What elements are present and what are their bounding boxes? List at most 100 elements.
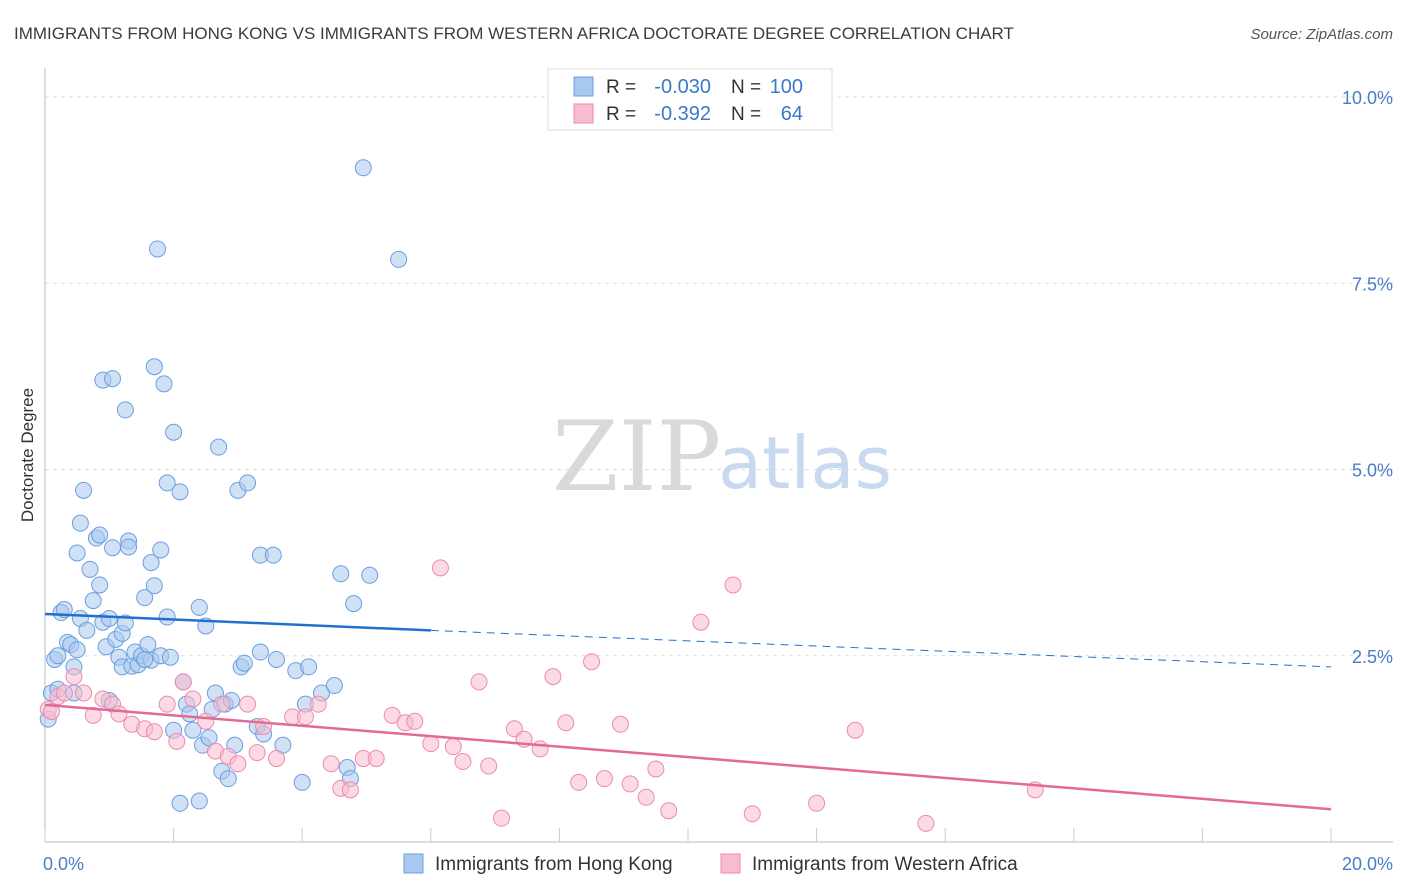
hong-kong-point — [293, 773, 311, 791]
hong-kong-point — [390, 250, 408, 268]
legend-n-label-2: N = — [731, 104, 761, 125]
hong-kong-point — [68, 641, 86, 659]
legend-r-value-1: -0.030 — [654, 76, 711, 98]
legend-swatch-blue — [573, 76, 594, 97]
watermark: ZIP atlas — [552, 401, 892, 513]
hong-kong-point — [264, 546, 282, 564]
legend-r-label-1: R = — [606, 77, 636, 98]
hong-kong-point — [190, 598, 208, 616]
trend-lines — [44, 612, 1332, 811]
western-africa-point — [621, 775, 639, 793]
hong-kong-point — [239, 474, 257, 492]
hong-kong-point — [267, 650, 285, 668]
x-tick-0: 0.0% — [43, 854, 84, 874]
hong-kong-point — [142, 554, 160, 572]
hong-kong-point — [81, 560, 99, 578]
hong-kong-point — [145, 577, 163, 595]
western-africa-point — [55, 684, 73, 702]
hong-kong-point — [120, 538, 138, 556]
y-tick-label: 2.5% — [1352, 647, 1393, 667]
western-africa-point — [692, 613, 710, 631]
hong-kong-point — [91, 526, 109, 544]
western-africa-point — [570, 773, 588, 791]
western-africa-point — [239, 695, 257, 713]
western-africa-point — [145, 723, 163, 741]
western-africa-point — [174, 673, 192, 691]
western-africa-point — [637, 788, 655, 806]
western-africa-point — [184, 690, 202, 708]
hong-kong-point — [91, 576, 109, 594]
western-africa-point — [406, 712, 424, 730]
western-africa-point — [595, 770, 613, 788]
chart-source: Source: ZipAtlas.com — [1250, 26, 1393, 43]
western-africa-point — [213, 695, 231, 713]
series-legend: Immigrants from Hong Kong Immigrants fro… — [403, 853, 1018, 875]
western-africa-point — [84, 706, 102, 724]
legend-r-value-2: -0.392 — [654, 103, 711, 125]
western-africa-point — [431, 559, 449, 577]
series-hong-kong-points — [39, 159, 408, 812]
western-africa-point — [557, 714, 575, 732]
western-africa-point — [322, 755, 340, 773]
x-minor-ticks — [44, 828, 1332, 842]
hong-kong-point — [158, 608, 176, 626]
chart-title: IMMIGRANTS FROM HONG KONG VS IMMIGRANTS … — [14, 24, 1014, 43]
western-africa-point — [660, 802, 678, 820]
western-africa-trend — [44, 703, 1332, 811]
hong-kong-point — [184, 721, 202, 739]
western-africa-point — [505, 720, 523, 738]
hong-kong-point — [84, 592, 102, 610]
hong-kong-point — [235, 654, 253, 672]
hong-kong-point — [78, 621, 96, 639]
legend-n-label-1: N = — [731, 77, 761, 98]
y-tick-labels: 2.5% 5.0% 7.5% 10.0% — [1342, 88, 1393, 667]
hong-kong-point — [49, 647, 67, 665]
hong-kong-point — [75, 481, 93, 499]
western-africa-point — [531, 740, 549, 758]
western-africa-point — [493, 809, 511, 827]
series-legend-label-western-africa: Immigrants from Western Africa — [752, 854, 1018, 875]
watermark-atlas: atlas — [718, 421, 892, 505]
western-africa-point — [917, 814, 935, 832]
hong-kong-point — [251, 643, 269, 661]
y-tick-label: 7.5% — [1352, 274, 1393, 294]
y-tick-label: 5.0% — [1352, 461, 1393, 481]
western-africa-point — [444, 738, 462, 756]
y-axis-title: Doctorate Degree — [18, 388, 37, 522]
hong-kong-point — [345, 595, 363, 613]
western-africa-point — [110, 705, 128, 723]
western-africa-point — [454, 753, 472, 771]
western-africa-point — [367, 750, 385, 768]
western-africa-point — [611, 715, 629, 733]
western-africa-point — [583, 653, 601, 671]
western-africa-point — [158, 695, 176, 713]
western-africa-point — [383, 706, 401, 724]
western-africa-point — [846, 721, 864, 739]
hong-kong-point — [210, 438, 228, 456]
western-africa-point — [422, 735, 440, 753]
western-africa-point — [65, 668, 83, 686]
hong-kong-point — [300, 658, 318, 676]
hong-kong-point — [155, 375, 173, 393]
watermark-zip: ZIP — [552, 401, 721, 513]
hong-kong-point — [181, 705, 199, 723]
series-western-africa-points — [39, 559, 1044, 832]
western-africa-point — [470, 673, 488, 691]
western-africa-point — [248, 744, 266, 762]
western-africa-point — [75, 684, 93, 702]
western-africa-point — [724, 576, 742, 594]
hong-kong-point — [149, 240, 167, 258]
western-africa-point — [309, 695, 327, 713]
hong-kong-point — [171, 483, 189, 501]
hong-kong-point — [116, 614, 134, 632]
legend-box — [547, 68, 833, 131]
western-africa-point — [808, 794, 826, 812]
series-legend-label-hong-kong: Immigrants from Hong Kong — [435, 854, 673, 875]
western-africa-point — [743, 805, 761, 823]
hong-kong-point — [171, 794, 189, 812]
legend-r-label-2: R = — [606, 104, 636, 125]
hong-kong-point — [332, 565, 350, 583]
legend-swatch-pink — [573, 103, 594, 124]
western-africa-point — [341, 781, 359, 799]
hong-kong-point — [325, 677, 343, 695]
